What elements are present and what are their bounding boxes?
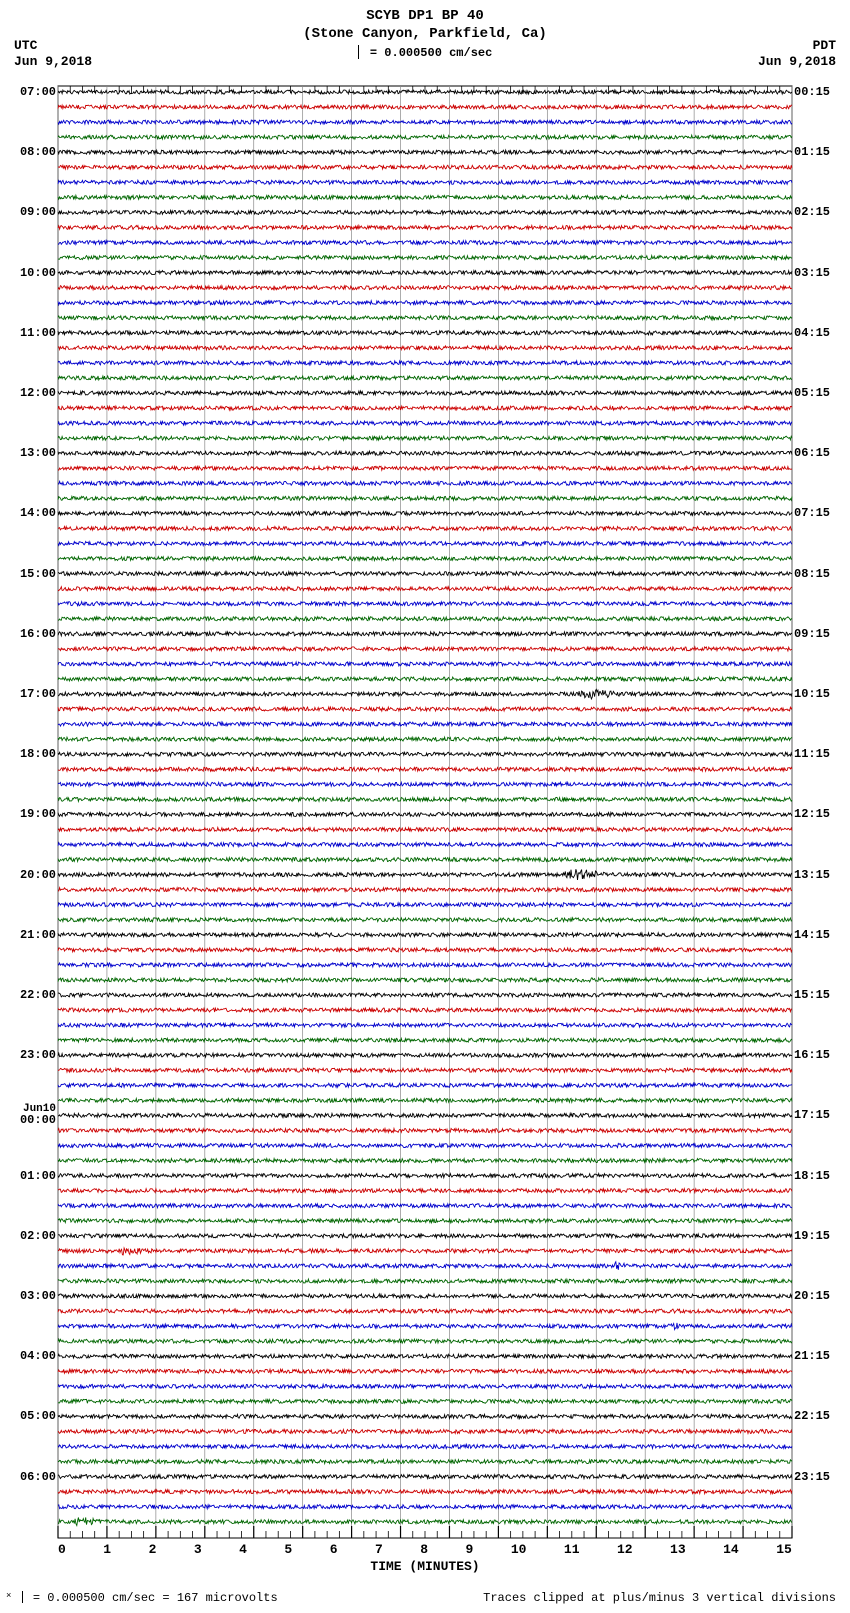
- left-time-label: 10:00: [20, 266, 56, 280]
- title-line-1: SCYB DP1 BP 40: [0, 8, 850, 26]
- x-axis-label: TIME (MINUTES): [58, 1559, 792, 1574]
- right-time-label: 18:15: [794, 1169, 830, 1183]
- x-tick-labels: 0123456789101112131415: [58, 1542, 792, 1557]
- left-time-label: 02:00: [20, 1229, 56, 1243]
- right-time-label: 16:15: [794, 1048, 830, 1062]
- x-tick: 14: [723, 1542, 739, 1557]
- left-time-label: 16:00: [20, 627, 56, 641]
- footer-left: × = 0.000500 cm/sec = 167 microvolts: [6, 1591, 278, 1605]
- scale-tick-icon: [358, 45, 359, 59]
- right-time-label: 00:15: [794, 85, 830, 99]
- left-time-label: 21:00: [20, 928, 56, 942]
- right-time-label: 05:15: [794, 386, 830, 400]
- left-time-label: 06:00: [20, 1470, 56, 1484]
- x-tick: 0: [58, 1542, 66, 1557]
- footer-right: Traces clipped at plus/minus 3 vertical …: [483, 1591, 836, 1605]
- right-time-label: 23:15: [794, 1470, 830, 1484]
- left-time-label: 01:00: [20, 1169, 56, 1183]
- right-time-label: 20:15: [794, 1289, 830, 1303]
- left-time-label: 12:00: [20, 386, 56, 400]
- x-tick: 5: [284, 1542, 292, 1557]
- left-time-label: 08:00: [20, 145, 56, 159]
- left-time-label: 20:00: [20, 868, 56, 882]
- title-line-2: (Stone Canyon, Parkfield, Ca): [0, 26, 850, 44]
- right-time-label: 02:15: [794, 205, 830, 219]
- right-time-label: 22:15: [794, 1409, 830, 1423]
- right-time-label: 12:15: [794, 807, 830, 821]
- right-time-label: 15:15: [794, 988, 830, 1002]
- left-time-label: 22:00: [20, 988, 56, 1002]
- right-time-label: 14:15: [794, 928, 830, 942]
- x-tick: 10: [511, 1542, 527, 1557]
- seismogram-plot: 07:0008:0009:0010:0011:0012:0013:0014:00…: [58, 86, 792, 1538]
- right-date: Jun 9,2018: [758, 54, 836, 70]
- right-time-label: 06:15: [794, 446, 830, 460]
- x-tick: 2: [149, 1542, 157, 1557]
- left-time-label: 09:00: [20, 205, 56, 219]
- right-time-label: 11:15: [794, 747, 830, 761]
- right-timezone: PDT: [758, 38, 836, 54]
- left-time-label: 14:00: [20, 506, 56, 520]
- left-time-label: 11:00: [20, 326, 56, 340]
- x-tick: 12: [617, 1542, 633, 1557]
- left-time-label: 18:00: [20, 747, 56, 761]
- left-time-label: 05:00: [20, 1409, 56, 1423]
- x-tick: 7: [375, 1542, 383, 1557]
- title-block: SCYB DP1 BP 40 (Stone Canyon, Parkfield,…: [0, 8, 850, 61]
- header-right: PDT Jun 9,2018: [758, 38, 836, 71]
- right-time-label: 08:15: [794, 567, 830, 581]
- x-tick: 15: [776, 1542, 792, 1557]
- scale-indicator: = 0.000500 cm/sec: [0, 45, 850, 61]
- left-time-label: 17:00: [20, 687, 56, 701]
- right-time-label: 04:15: [794, 326, 830, 340]
- right-time-label: 09:15: [794, 627, 830, 641]
- right-time-label: 10:15: [794, 687, 830, 701]
- left-time-label: 23:00: [20, 1048, 56, 1062]
- left-timezone: UTC: [14, 38, 92, 54]
- x-tick: 8: [420, 1542, 428, 1557]
- x-axis: 0123456789101112131415 TIME (MINUTES): [58, 1542, 792, 1574]
- x-tick: 1: [103, 1542, 111, 1557]
- right-time-label: 01:15: [794, 145, 830, 159]
- x-tick: 11: [564, 1542, 580, 1557]
- right-time-label: 19:15: [794, 1229, 830, 1243]
- header-left: UTC Jun 9,2018: [14, 38, 92, 71]
- right-time-label: 13:15: [794, 868, 830, 882]
- left-time-label: 03:00: [20, 1289, 56, 1303]
- x-tick: 4: [239, 1542, 247, 1557]
- left-time-label: Jun1000:00: [20, 1103, 56, 1127]
- left-time-label: 15:00: [20, 567, 56, 581]
- left-time-label: 19:00: [20, 807, 56, 821]
- left-time-label: 04:00: [20, 1349, 56, 1363]
- left-date: Jun 9,2018: [14, 54, 92, 70]
- x-tick: 6: [330, 1542, 338, 1557]
- right-time-label: 07:15: [794, 506, 830, 520]
- footer-tick-icon: [22, 1591, 23, 1603]
- seismogram-page: SCYB DP1 BP 40 (Stone Canyon, Parkfield,…: [0, 0, 850, 1613]
- right-time-label: 17:15: [794, 1108, 830, 1122]
- footer-left-text: = 0.000500 cm/sec = 167 microvolts: [33, 1591, 278, 1605]
- x-tick: 13: [670, 1542, 686, 1557]
- x-tick: 3: [194, 1542, 202, 1557]
- x-tick: 9: [466, 1542, 474, 1557]
- right-time-label: 21:15: [794, 1349, 830, 1363]
- left-time-label: 07:00: [20, 85, 56, 99]
- scale-text: = 0.000500 cm/sec: [370, 46, 492, 60]
- right-time-label: 03:15: [794, 266, 830, 280]
- left-time-label: 13:00: [20, 446, 56, 460]
- seismogram-svg: [58, 86, 792, 1538]
